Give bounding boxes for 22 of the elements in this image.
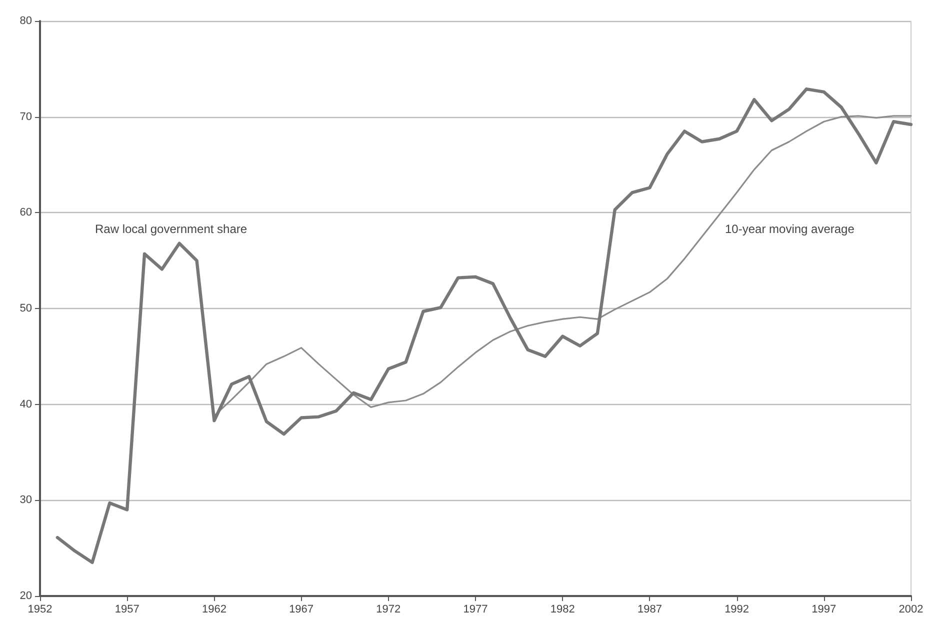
x-tick-label: 1977 — [463, 604, 488, 616]
y-tick-label: 60 — [20, 206, 32, 219]
series-label: 10-year moving average — [725, 222, 855, 236]
y-tick-label: 20 — [20, 590, 32, 602]
x-tick-label: 1982 — [550, 604, 575, 616]
series-label: Raw local government share — [95, 222, 248, 236]
line-series — [213, 115, 912, 417]
y-tick-label: 80 — [20, 15, 32, 27]
x-tick-label: 1952 — [28, 604, 52, 616]
y-tick-label: 50 — [20, 302, 32, 314]
x-tick-label: 1957 — [114, 604, 140, 616]
x-tick-label: 1972 — [376, 604, 401, 616]
y-tick-label: 70 — [20, 110, 32, 123]
x-tick-label: 1997 — [812, 604, 836, 616]
x-tick-label: 1987 — [637, 604, 662, 616]
y-tick-label: 40 — [20, 398, 32, 410]
y-tick-label: 30 — [20, 494, 32, 506]
x-tick-label: 1962 — [202, 604, 226, 616]
x-tick-label: 2002 — [898, 604, 924, 616]
line-series — [56, 87, 913, 564]
x-tick-label: 1992 — [724, 604, 750, 616]
x-tick-label: 1967 — [289, 604, 314, 616]
